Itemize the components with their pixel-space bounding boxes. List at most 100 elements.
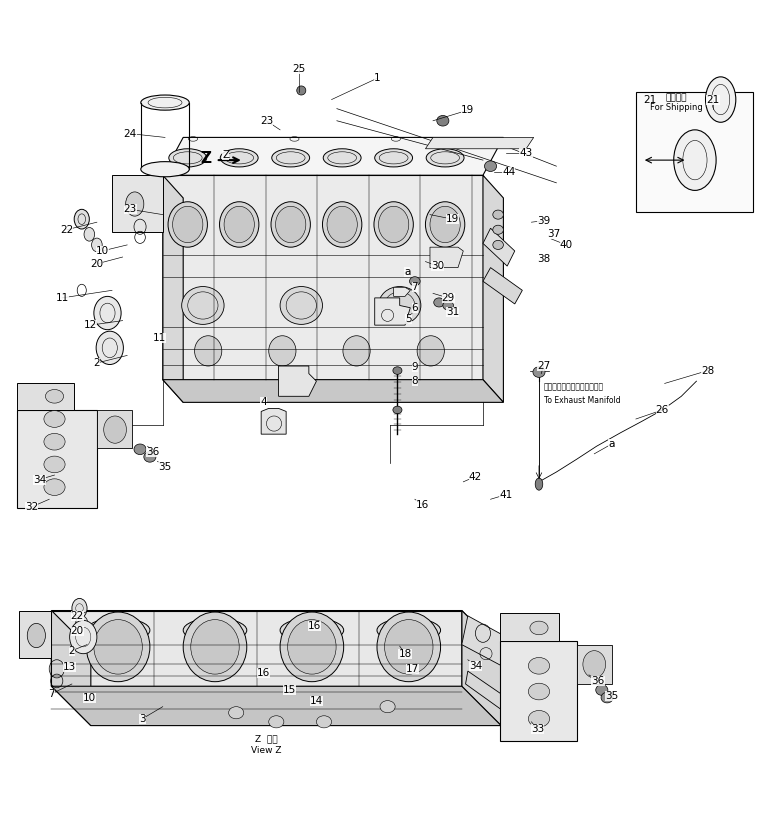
Text: Z: Z — [201, 151, 211, 166]
Polygon shape — [51, 610, 501, 650]
Ellipse shape — [493, 225, 503, 235]
Ellipse shape — [173, 206, 203, 243]
Ellipse shape — [44, 433, 65, 450]
Text: 37: 37 — [547, 229, 561, 239]
Ellipse shape — [425, 202, 465, 247]
Text: 36: 36 — [146, 447, 160, 457]
Text: 16: 16 — [257, 668, 270, 678]
Text: 15: 15 — [282, 685, 296, 695]
Ellipse shape — [272, 149, 310, 167]
Ellipse shape — [92, 238, 102, 251]
Polygon shape — [97, 410, 132, 448]
Ellipse shape — [182, 286, 224, 324]
Ellipse shape — [141, 95, 189, 110]
Ellipse shape — [375, 149, 413, 167]
Ellipse shape — [378, 286, 421, 324]
Ellipse shape — [195, 336, 222, 366]
Ellipse shape — [378, 206, 409, 243]
Text: 4: 4 — [260, 397, 266, 407]
Ellipse shape — [276, 206, 306, 243]
Ellipse shape — [596, 685, 608, 696]
Ellipse shape — [271, 202, 310, 247]
Text: 28: 28 — [701, 366, 715, 376]
Text: a: a — [404, 267, 410, 277]
Ellipse shape — [288, 620, 336, 674]
Ellipse shape — [224, 206, 254, 243]
Ellipse shape — [104, 416, 126, 443]
Ellipse shape — [44, 456, 65, 473]
Ellipse shape — [94, 620, 142, 674]
Polygon shape — [51, 686, 501, 726]
Ellipse shape — [191, 620, 239, 674]
Polygon shape — [19, 610, 51, 658]
Text: 22: 22 — [70, 611, 84, 621]
Ellipse shape — [76, 616, 88, 631]
Polygon shape — [425, 138, 534, 149]
Ellipse shape — [535, 478, 543, 490]
Text: 5: 5 — [406, 314, 412, 324]
Text: 25: 25 — [292, 64, 306, 74]
Text: 2: 2 — [94, 358, 100, 368]
Text: 16: 16 — [416, 499, 429, 509]
Text: 8: 8 — [412, 376, 418, 386]
Text: 2: 2 — [69, 645, 75, 655]
Text: 42: 42 — [469, 472, 482, 482]
Text: Z: Z — [222, 149, 229, 159]
Ellipse shape — [84, 227, 95, 241]
Ellipse shape — [280, 618, 344, 642]
Ellipse shape — [220, 202, 259, 247]
Polygon shape — [17, 410, 97, 509]
Text: 14: 14 — [310, 696, 323, 706]
Text: To Exhaust Manifold: To Exhaust Manifold — [544, 397, 620, 405]
Text: 34: 34 — [469, 660, 482, 671]
Ellipse shape — [183, 612, 247, 681]
Text: 34: 34 — [33, 474, 46, 484]
Text: 21: 21 — [706, 94, 720, 104]
Ellipse shape — [72, 599, 87, 618]
Text: 27: 27 — [537, 361, 550, 371]
Text: 21: 21 — [643, 94, 656, 104]
Text: エキゾーストマニホールドへ: エキゾーストマニホールドへ — [544, 382, 603, 392]
Ellipse shape — [385, 620, 433, 674]
Ellipse shape — [417, 336, 444, 366]
Text: 3: 3 — [139, 714, 145, 724]
Ellipse shape — [86, 612, 150, 681]
Text: 20: 20 — [90, 259, 104, 269]
Ellipse shape — [322, 202, 362, 247]
Polygon shape — [500, 640, 577, 741]
Text: 7: 7 — [412, 282, 418, 292]
Polygon shape — [261, 408, 286, 434]
Polygon shape — [462, 610, 501, 726]
Text: 1: 1 — [374, 73, 380, 84]
Ellipse shape — [493, 210, 503, 219]
Polygon shape — [163, 380, 503, 402]
Text: 13: 13 — [63, 662, 76, 672]
Polygon shape — [17, 383, 74, 410]
Ellipse shape — [44, 478, 65, 495]
Polygon shape — [483, 175, 503, 402]
Polygon shape — [163, 175, 183, 402]
Polygon shape — [466, 671, 509, 713]
Text: 11: 11 — [152, 333, 166, 343]
Polygon shape — [163, 175, 483, 380]
Text: 31: 31 — [446, 306, 459, 316]
Text: 29: 29 — [441, 293, 455, 303]
Ellipse shape — [280, 286, 322, 324]
Polygon shape — [462, 616, 513, 669]
Ellipse shape — [45, 389, 64, 403]
Ellipse shape — [27, 624, 45, 648]
Text: 19: 19 — [446, 214, 459, 224]
Ellipse shape — [410, 276, 420, 286]
Text: 12: 12 — [84, 320, 98, 330]
Ellipse shape — [583, 650, 606, 678]
Polygon shape — [483, 228, 515, 266]
Ellipse shape — [343, 336, 370, 366]
Ellipse shape — [601, 692, 613, 703]
Ellipse shape — [528, 711, 550, 727]
Ellipse shape — [94, 296, 121, 330]
Ellipse shape — [674, 129, 716, 190]
Ellipse shape — [327, 206, 357, 243]
Text: 11: 11 — [55, 293, 69, 303]
Text: a: a — [403, 267, 411, 277]
Ellipse shape — [393, 406, 402, 413]
